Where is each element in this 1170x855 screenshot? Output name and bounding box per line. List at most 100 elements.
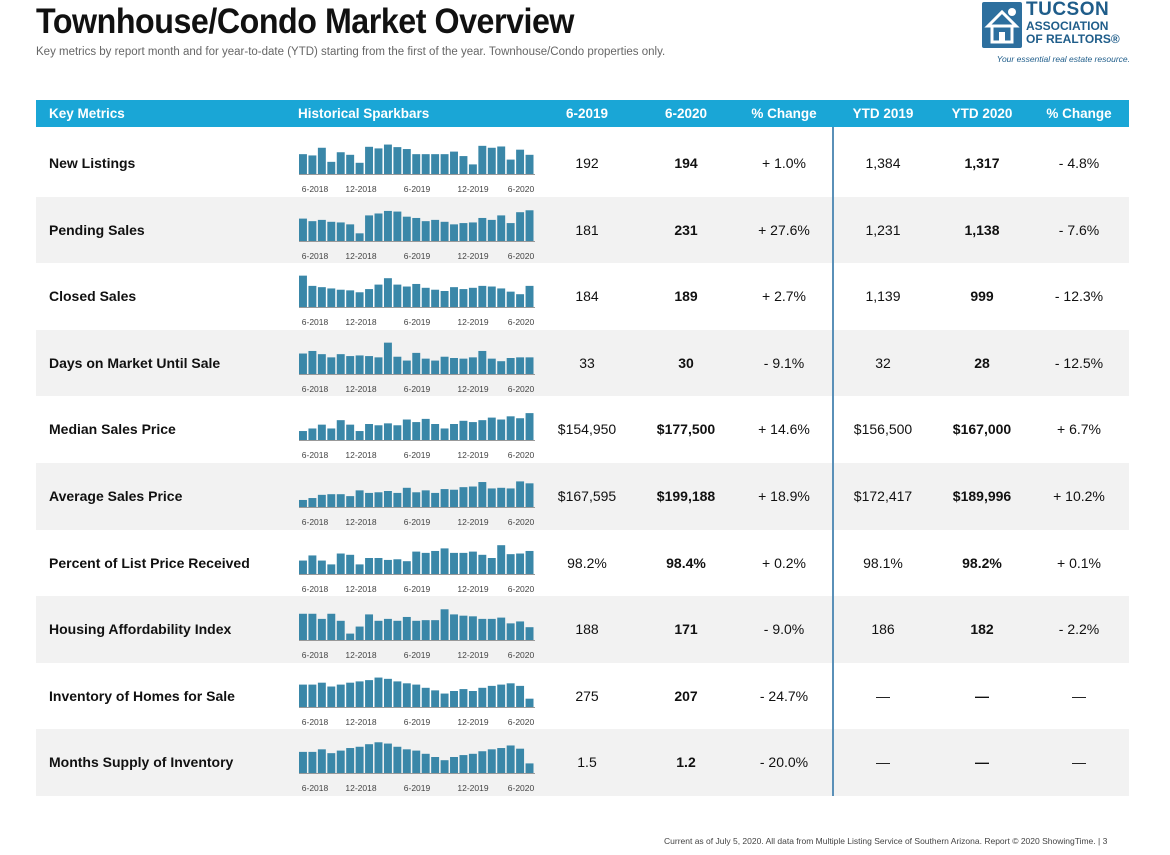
sparkbar	[299, 752, 307, 774]
sparkbar	[525, 698, 534, 707]
sparkbar	[421, 552, 430, 574]
sparkbar-tick-label: 6-2018	[301, 716, 329, 727]
sparkbar	[440, 547, 449, 574]
sparkbar	[497, 544, 506, 574]
sparkbar	[440, 609, 449, 641]
sparkbar	[412, 422, 421, 441]
sparkbar	[468, 422, 477, 441]
sparkbar	[450, 614, 458, 641]
value-6-2019: 1.5	[577, 754, 597, 771]
sparkbar	[402, 749, 411, 774]
sparkbar	[459, 755, 468, 774]
sparkbar-svg	[299, 413, 535, 442]
sparkbar	[516, 149, 525, 174]
page-subtitle: Key metrics by report month and for year…	[36, 46, 666, 58]
sparkbar	[421, 490, 430, 507]
sparkbar-tick-label: 12-2019	[457, 516, 489, 527]
sparkbar	[336, 152, 345, 174]
value-6-2020: 231	[674, 221, 698, 238]
sparkbar	[393, 211, 402, 241]
sparkbar	[299, 218, 307, 241]
value-ytd-2019: —	[876, 754, 890, 771]
value-change: - 9.1%	[763, 354, 805, 371]
col-change: % Change	[751, 106, 817, 121]
sparkbar-tick-label: 6-2018	[301, 317, 329, 328]
sparkbar	[346, 290, 355, 308]
sparkbar	[497, 288, 506, 308]
metric-label: Median Sales Price	[49, 421, 176, 438]
sparkbar-tick-label: 12-2018	[345, 516, 377, 527]
sparkbar	[346, 748, 355, 774]
sparkbar	[440, 154, 449, 174]
sparkbar	[383, 743, 392, 774]
table-row: Days on Market Until Sale 33 30 - 9.1% 32 28 -…	[36, 329, 1129, 397]
value-ytd-2020: —	[975, 754, 989, 771]
sparkbar	[308, 498, 317, 507]
sparkbar	[450, 223, 458, 241]
sparkbar-tick-label: 12-2018	[345, 650, 377, 661]
sparkbar-chart: 6-2018 12-2018 6-2019 12-2019 6-2020	[299, 207, 535, 261]
value-ytd-2019: $172,417	[853, 487, 913, 504]
sparkbar	[516, 357, 525, 374]
sparkbar	[299, 684, 307, 707]
value-ytd-2020: 182	[970, 621, 994, 638]
sparkbar	[412, 551, 421, 574]
sparkbar-chart: 6-2018 12-2018 6-2019 12-2019 6-2020	[299, 540, 535, 594]
value-change: + 18.9%	[758, 487, 810, 504]
logo-wordmark: TUCSON ASSOCIATION OF REALTORS®	[1026, 0, 1130, 45]
sparkbar	[299, 431, 307, 441]
value-ytd-2019: $156,500	[853, 421, 913, 438]
sparkbar	[327, 753, 336, 774]
sparkbar	[327, 161, 336, 174]
sparkbar	[506, 683, 515, 707]
sparkbar	[327, 613, 336, 641]
sparkbar	[421, 620, 430, 641]
metric-label: Months Supply of Inventory	[49, 754, 234, 771]
sparkbar	[468, 222, 477, 241]
sparkbar	[506, 159, 515, 174]
sparkbar	[516, 211, 525, 241]
sparkbar	[308, 155, 317, 174]
sparkbar	[365, 557, 374, 574]
sparkbar	[336, 494, 345, 507]
col-key-metrics: Key Metrics	[49, 106, 125, 121]
sparkbar	[355, 162, 364, 174]
sparkbar	[468, 616, 477, 641]
sparkbar	[365, 146, 374, 174]
sparkbar	[317, 749, 326, 774]
sparkbar	[365, 424, 374, 441]
value-ytd-change: - 12.3%	[1054, 288, 1104, 305]
sparkbar-tick-label: 12-2019	[457, 716, 489, 727]
sparkbar	[383, 423, 392, 441]
sparkbar-tick-label: 6-2019	[403, 516, 431, 527]
sparkbar-svg	[299, 481, 535, 508]
sparkbar	[487, 219, 496, 241]
sparkbar	[393, 620, 402, 641]
sparkbar-tick-label: 6-2019	[403, 383, 431, 394]
sparkbar-svg	[299, 677, 535, 708]
sparkbar	[327, 686, 336, 707]
value-ytd-2020: 98.2%	[962, 554, 1002, 571]
sparkbar	[299, 275, 307, 308]
metric-label: Percent of List Price Received	[49, 554, 250, 571]
metric-label: Housing Affordability Index	[49, 621, 232, 638]
sparkbar	[393, 356, 402, 374]
sparkbar	[440, 760, 449, 774]
sparkbar-chart: 6-2018 12-2018 6-2019 12-2019 6-2020	[299, 673, 535, 727]
sparkbar	[308, 752, 317, 774]
sparkbar	[478, 350, 487, 374]
sparkbar-tick-label: 6-2020	[507, 516, 535, 527]
sparkbar	[421, 220, 430, 241]
sparkbar	[487, 417, 496, 441]
sparkbar	[374, 742, 383, 774]
sparkbar	[346, 425, 355, 441]
sparkbar	[440, 489, 449, 507]
value-ytd-2019: 1,231	[865, 221, 901, 238]
sparkbar	[468, 287, 477, 308]
page-title: Townhouse/Condo Market Overview	[36, 2, 574, 41]
sparkbar	[459, 615, 468, 641]
sparkbar-tick-label: 12-2018	[345, 583, 377, 594]
value-ytd-change: —	[1072, 687, 1086, 704]
sparkbar	[506, 623, 515, 641]
sparkbar	[412, 684, 421, 707]
